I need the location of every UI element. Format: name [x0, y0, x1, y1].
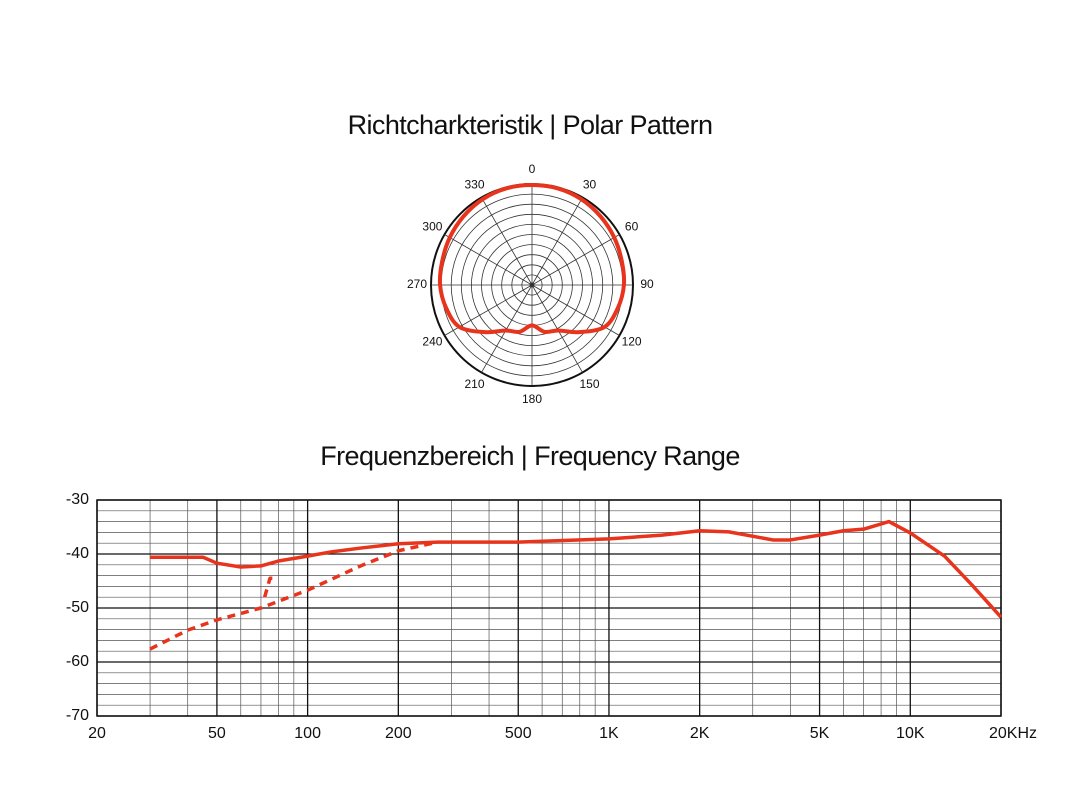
angle-label: 120	[622, 335, 642, 349]
y-tick-label: -60	[66, 653, 89, 670]
angle-label: 0	[529, 162, 536, 176]
response-line	[150, 519, 1003, 619]
dashed-response-line	[262, 576, 279, 598]
dashed-response-line	[149, 540, 438, 651]
x-tick-label: 1K	[599, 725, 619, 742]
angle-label: 240	[422, 335, 442, 349]
x-tick-label: 2K	[690, 725, 710, 742]
x-tick-label: 100	[294, 725, 321, 742]
plot-frame	[96, 499, 1002, 717]
angle-label: 210	[464, 377, 484, 391]
y-tick-label: -30	[66, 491, 89, 508]
y-tick-label: -40	[66, 545, 89, 562]
angle-label: 270	[407, 277, 427, 291]
x-tick-label: 50	[208, 725, 226, 742]
frequency-title: Frequenzbereich | Frequency Range	[320, 441, 739, 471]
polar-spoke	[481, 197, 533, 286]
angle-label: 90	[640, 277, 654, 291]
polar-title: Richtcharkteristik | Polar Pattern	[348, 110, 713, 140]
polar-center	[529, 282, 535, 288]
angle-label: 330	[464, 178, 484, 192]
x-tick-label: 500	[505, 725, 532, 742]
angle-label: 30	[583, 178, 597, 192]
x-tick-label: 200	[385, 725, 412, 742]
x-tick-label: 5K	[810, 725, 830, 742]
polar-spoke	[531, 234, 620, 286]
x-tick-label: 20KHz	[989, 725, 1037, 742]
polar-spoke	[531, 197, 583, 286]
x-tick-label: 10K	[896, 725, 925, 742]
x-tick-label: 20	[88, 725, 106, 742]
angle-label: 180	[522, 392, 542, 406]
angle-label: 150	[579, 377, 599, 391]
polar-spoke	[444, 234, 533, 286]
y-tick-label: -50	[66, 599, 89, 616]
angle-label: 60	[625, 220, 639, 234]
y-tick-label: -70	[66, 707, 89, 724]
polar-curve	[437, 183, 627, 335]
angle-label: 300	[422, 220, 442, 234]
